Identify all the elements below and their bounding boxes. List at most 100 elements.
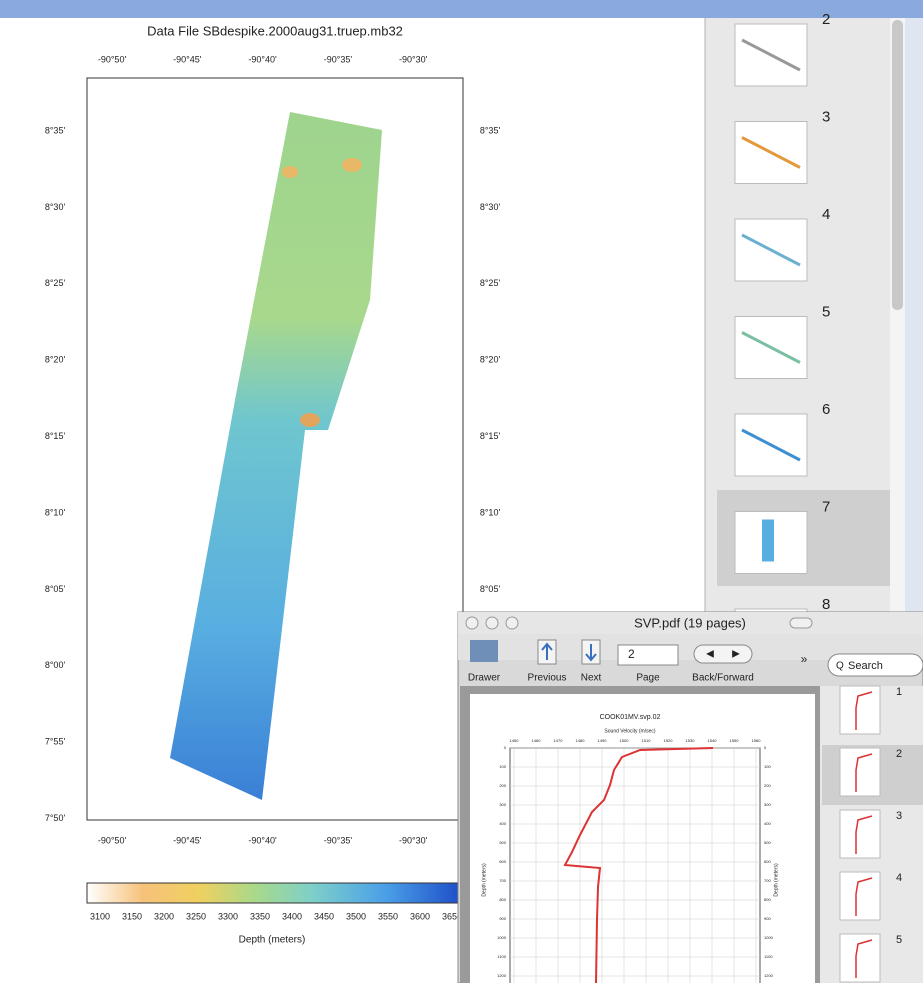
page-number[interactable]: 4 (822, 206, 830, 223)
colorbar-tick-label: 3100 (90, 911, 110, 921)
colorbar-tick-label: 3450 (314, 911, 334, 921)
page-number[interactable]: 1 (896, 686, 902, 698)
latitude-label: 8°25' (45, 278, 66, 288)
colorbar-tick-label: 3500 (346, 911, 366, 921)
toolbar-label[interactable]: Previous (528, 673, 567, 684)
longitude-label: -90°30' (399, 835, 428, 845)
minimize-button[interactable] (486, 617, 498, 629)
longitude-label: -90°45' (173, 54, 202, 64)
y-tick-label: 900 (764, 916, 771, 921)
longitude-label: -90°40' (248, 835, 277, 845)
page-number[interactable]: 6 (822, 401, 830, 418)
search-placeholder[interactable]: Search (848, 660, 883, 672)
page-number[interactable]: 4 (896, 872, 902, 884)
y-tick-label: 400 (499, 821, 506, 826)
latitude-label: 8°10' (45, 507, 66, 517)
svp-y-label: Depth (meters) (481, 863, 487, 897)
title-bar (0, 0, 923, 18)
x-tick-label: 1510 (642, 738, 652, 743)
page-number[interactable]: 3 (822, 108, 830, 125)
colorbar-tick-label: 3400 (282, 911, 302, 921)
y-tick-label: 1200 (497, 973, 507, 978)
colorbar-tick-label: 3150 (122, 911, 142, 921)
y-tick-label: 500 (764, 840, 771, 845)
page-number[interactable]: 2 (822, 11, 830, 28)
map: Data File SBdespike.2000aug31.truep.mb32… (45, 23, 501, 945)
y-tick-label: 400 (764, 821, 771, 826)
latitude-label: 8°00' (45, 660, 66, 670)
svp-window: SVP.pdf (19 pages) ◀ ▶ » 2 Search Q Draw… (458, 612, 923, 983)
toolbar-label[interactable]: Drawer (468, 673, 501, 684)
longitude-label: -90°40' (248, 54, 277, 64)
page-thumbnail[interactable] (840, 810, 880, 858)
page-thumbnail[interactable] (840, 872, 880, 920)
map-title: Data File SBdespike.2000aug31.truep.mb32 (147, 23, 403, 38)
latitude-label: 8°25' (480, 278, 501, 288)
page-thumbnail[interactable] (840, 748, 880, 796)
scroll-thumb[interactable] (892, 20, 903, 310)
y-tick-label: 800 (764, 897, 771, 902)
y-tick-label: 1100 (764, 954, 773, 959)
y-tick-label: 600 (499, 859, 506, 864)
latitude-label: 8°20' (45, 355, 66, 365)
page-field[interactable] (618, 645, 678, 665)
page-thumbnail[interactable] (840, 934, 880, 982)
page-thumbnail[interactable] (840, 686, 880, 734)
latitude-label: 7°55' (45, 737, 66, 747)
latitude-label: 7°50' (45, 813, 66, 823)
toolbar-label[interactable]: Back/Forward (692, 673, 754, 684)
longitude-label: -90°30' (399, 54, 428, 64)
x-tick-label: 1480 (576, 738, 586, 743)
x-tick-label: 1470 (554, 738, 564, 743)
y-tick-label: 100 (764, 764, 771, 769)
colorbar-label: Depth (meters) (239, 935, 306, 946)
y-tick-label: 200 (499, 783, 506, 788)
page-number[interactable]: 5 (822, 303, 830, 320)
svp-y-label: Depth (meters) (773, 863, 779, 897)
latitude-label: 8°15' (480, 431, 501, 441)
drawer-icon[interactable] (470, 640, 498, 662)
seamount (342, 158, 362, 172)
longitude-label: -90°35' (324, 54, 353, 64)
y-tick-label: 200 (764, 783, 771, 788)
back-arrow: ◀ (706, 649, 714, 660)
back-forward-control[interactable] (694, 645, 752, 663)
colorbar-tick-label: 3200 (154, 911, 174, 921)
toolbar-toggle[interactable] (790, 618, 812, 628)
x-tick-label: 1490 (598, 738, 608, 743)
page-number[interactable]: 8 (822, 596, 830, 613)
longitude-label: -90°50' (98, 54, 127, 64)
zoom-button[interactable] (506, 617, 518, 629)
page-number[interactable]: 2 (896, 748, 902, 760)
page-number[interactable]: 2 (628, 647, 635, 661)
y-tick-label: 100 (499, 764, 506, 769)
close-button[interactable] (466, 617, 478, 629)
latitude-label: 8°05' (480, 584, 501, 594)
longitude-label: -90°35' (324, 835, 353, 845)
y-tick-label: 1000 (764, 935, 774, 940)
seamount (300, 413, 320, 427)
colorbar-tick-label: 3550 (378, 911, 398, 921)
overflow[interactable]: » (801, 652, 808, 666)
x-tick-label: 1450 (510, 738, 520, 743)
y-tick-label: 700 (764, 878, 771, 883)
y-tick-label: 600 (764, 859, 771, 864)
page-number[interactable]: 5 (896, 934, 902, 946)
colorbar-tick-label: 3300 (218, 911, 238, 921)
x-tick-label: 1460 (532, 738, 542, 743)
y-tick-label: 800 (499, 897, 506, 902)
page-number[interactable]: 7 (822, 498, 830, 515)
y-tick-label: 300 (499, 802, 506, 807)
latitude-label: 8°10' (480, 507, 501, 517)
x-tick-label: 1520 (664, 738, 674, 743)
colorbar-tick-label: 3350 (250, 911, 270, 921)
toolbar-label[interactable]: Next (581, 673, 602, 684)
latitude-label: 8°35' (45, 125, 66, 135)
x-tick-label: 1500 (620, 738, 630, 743)
page-number[interactable]: 3 (896, 810, 902, 822)
y-tick-label: 1000 (497, 935, 507, 940)
y-tick-label: 900 (499, 916, 506, 921)
window-title: SVP.pdf (19 pages) (634, 615, 746, 630)
y-tick-label: 300 (764, 802, 771, 807)
seamount (282, 166, 298, 178)
